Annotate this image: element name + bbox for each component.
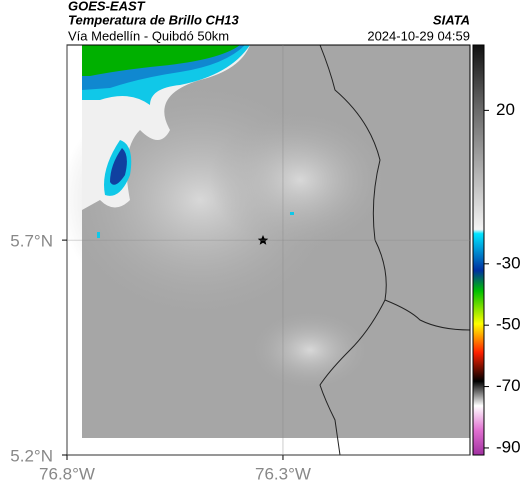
product-title: Temperatura de Brillo CH13 xyxy=(68,12,240,27)
colorbar xyxy=(472,44,485,456)
source: SIATA xyxy=(433,12,470,27)
colorbar-label: -70 xyxy=(496,376,521,395)
x-tick-label: 76.3°W xyxy=(255,464,311,483)
timestamp: 2024-10-29 04:59 xyxy=(367,28,470,43)
y-tick-label: 5.7°N xyxy=(10,232,53,251)
colorbar-label: -30 xyxy=(496,253,521,272)
colorbar-label: -50 xyxy=(496,315,521,334)
satellite-name: GOES-EAST xyxy=(68,0,146,13)
location: Vía Medellín - Quibdó 50km xyxy=(68,28,229,43)
y-tick-label: 5.2°N xyxy=(10,446,53,465)
colorbar-label: 20 xyxy=(496,100,515,119)
x-tick-label: 76.8°W xyxy=(39,464,95,483)
satellite-image xyxy=(67,45,470,455)
colorbar-label: -90 xyxy=(496,437,521,456)
